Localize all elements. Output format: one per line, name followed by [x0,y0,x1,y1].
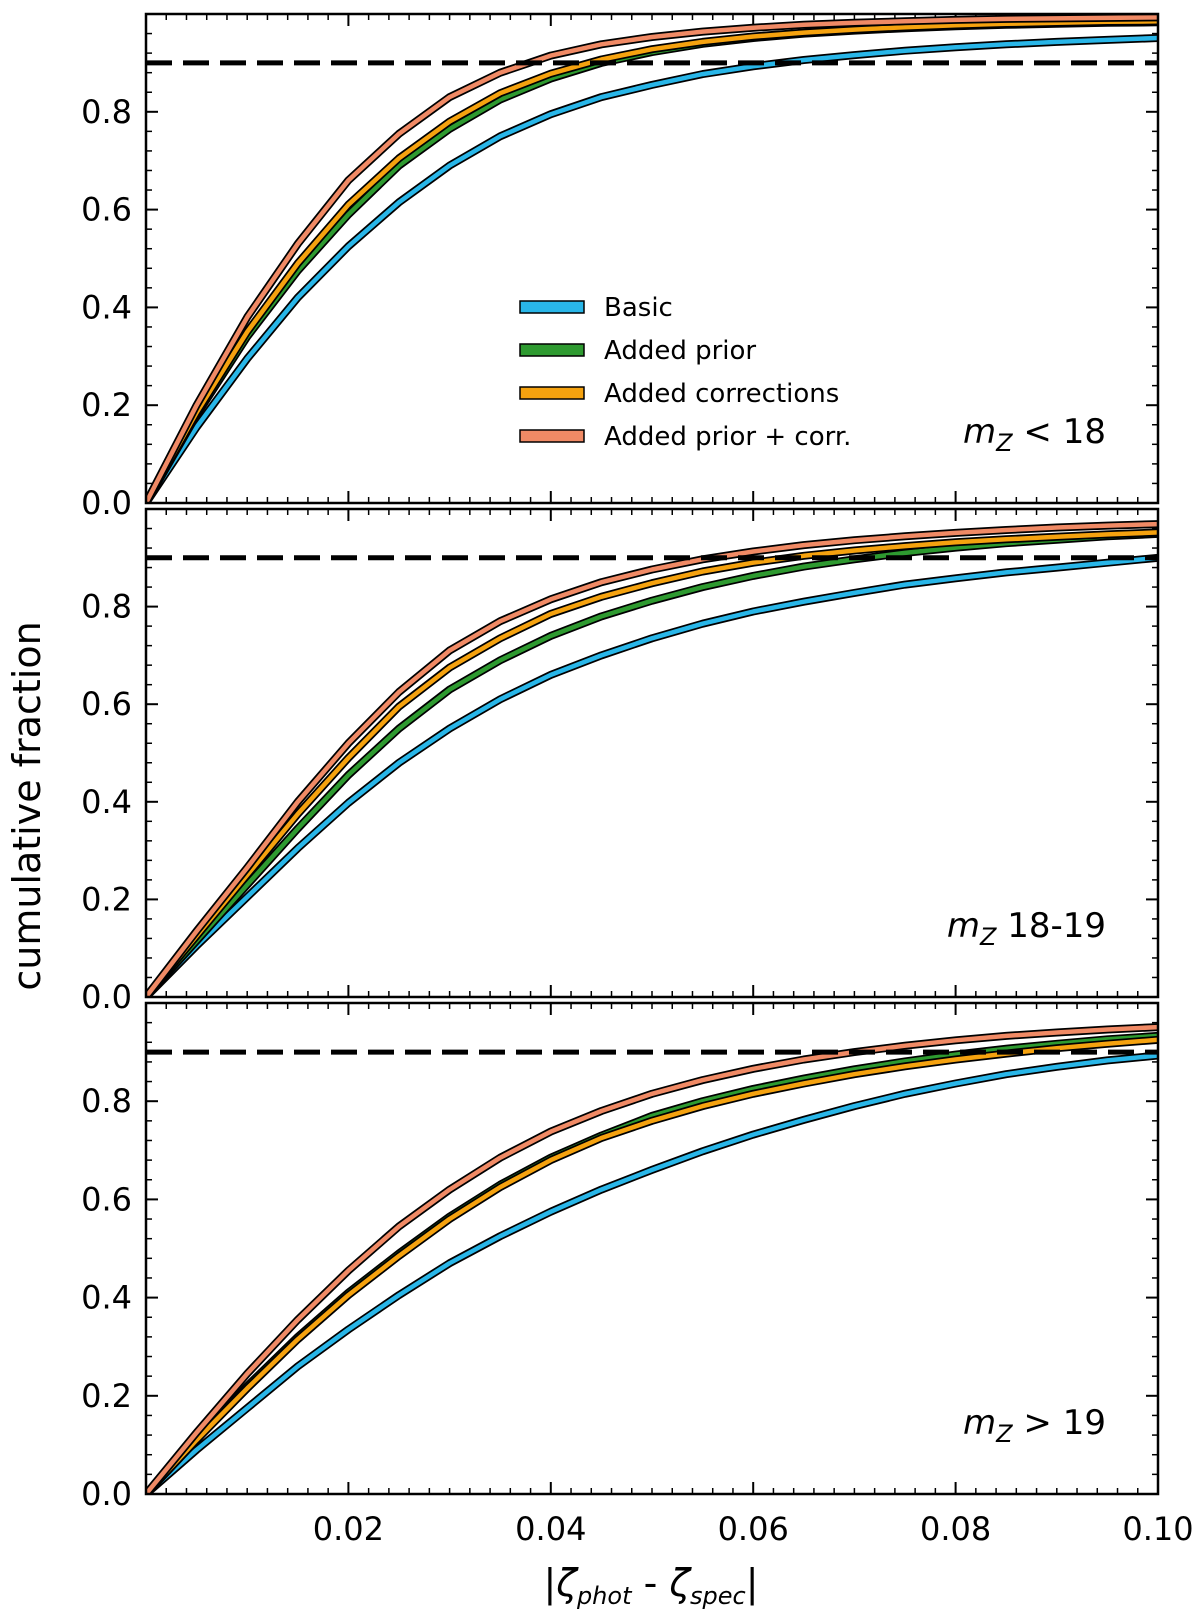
series-line-added-corrections [146,530,1158,997]
x-label-minus: - [631,1561,669,1605]
panel-label: mZ > 19 [963,1403,1106,1448]
panel-label-rest: > 19 [1013,1403,1106,1443]
panel-frame [144,1001,1160,1496]
x-tick-label: 0.02 [313,1510,384,1548]
y-tick-label: 0.8 [81,588,132,626]
y-tick-label: 0.4 [81,288,132,326]
x-tick-label: 0.04 [515,1510,586,1548]
y-tick-label: 0.8 [81,1082,132,1120]
panel-3: 0.02 0.04 0.06 0.08 0.10 0.0 0.2 0.4 0.6 0.8 mZ > … [81,1001,1194,1548]
legend: Basic Added prior Added corrections Added p… [519,293,851,452]
legend-label: Added corrections [604,379,839,409]
panel-frame [144,12,1160,505]
panel-2: 0.0 0.2 0.4 0.6 0.8 mZ 18-19 [81,507,1160,1016]
y-tick-label: 0.4 [81,783,132,821]
series-line-basic [146,35,1158,503]
y-tick-label: 0.4 [81,1279,132,1317]
series-line-basic [146,1053,1158,1494]
legend-swatch [519,300,585,314]
panel-label: mZ 18-19 [947,906,1106,951]
legend-swatch [519,343,585,357]
series-line-added-corrections [146,1037,1158,1494]
series-group [146,520,1158,997]
series-line-added-prior-corr- [146,521,1158,997]
series-line-added-corrections [146,19,1158,503]
y-axis-label: cumulative fraction [5,621,49,990]
y-tick-label: 0.6 [81,191,132,229]
panel-label-sub: Z [995,1420,1013,1448]
panel-frame [144,507,1160,999]
legend-label: Basic [604,293,673,323]
panel-label-m: m [963,412,996,452]
series-group [146,14,1158,503]
y-tick-label: 0.8 [81,93,132,131]
panel-label-sub: Z [995,429,1013,457]
x-label-sub2: spec [690,1582,746,1610]
series-group [146,1023,1158,1494]
x-tick-label: 0.06 [718,1510,789,1548]
y-tick-label: 0.0 [81,978,132,1016]
panel-1: 0.0 0.2 0.4 0.6 0.8 mZ < 18 Basic Added prior Ad… [81,12,1160,522]
y-tick-label: 0.2 [81,386,132,424]
series-line-added-prior-corr- [146,15,1158,503]
legend-label: Added prior + corr. [604,422,851,452]
legend-swatch [519,429,585,443]
x-label-var1: ζ [555,1561,579,1605]
y-tick-label: 0.6 [81,1180,132,1218]
panel-label-m: m [963,1403,996,1443]
series-line-basic [146,555,1158,997]
series-line-added-prior [146,531,1158,997]
panel-label-rest: < 18 [1013,412,1106,452]
y-tick-label: 0.0 [81,484,132,522]
x-label-open: | [543,1561,556,1606]
y-tick-label: 0.2 [81,880,132,918]
x-tick-label: 0.08 [920,1510,991,1548]
legend-label: Added prior [604,336,756,366]
legend-swatch [519,386,585,400]
y-tick-label: 0.6 [81,685,132,723]
series-line-added-prior-corr- [146,1024,1158,1494]
x-tick-label: 0.10 [1122,1510,1193,1548]
panel-label-rest: 18-19 [996,906,1106,946]
y-tick-label: 0.0 [81,1475,132,1513]
panel-label-sub: Z [979,923,997,951]
x-label-close: | [746,1561,759,1606]
x-label-var2: ζ [668,1561,692,1605]
y-tick-label: 0.2 [81,1377,132,1415]
x-label-sub1: phot [576,1582,633,1610]
x-axis-label: |ζphot - ζspec| [543,1561,758,1610]
panel-label-m: m [947,906,980,946]
panel-label: mZ < 18 [963,412,1106,457]
